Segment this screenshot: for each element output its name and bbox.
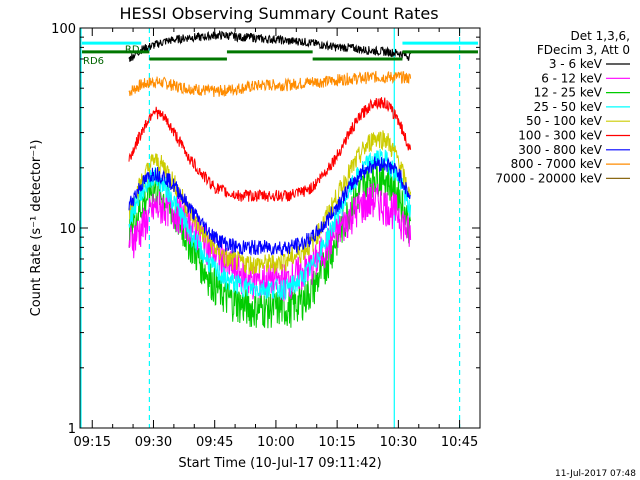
x-tick-label: 09:15 [74, 435, 111, 450]
x-tick-label: 10:45 [441, 435, 478, 450]
x-axis: 09:15 09:30 09:45 10:00 10:15 10:30 10:45 [74, 28, 481, 450]
legend-entry: 100 - 300 keV [518, 129, 602, 143]
series-line [128, 70, 412, 98]
x-axis-label: Start Time (10-Jul-17 09:11:42) [178, 456, 381, 471]
legend-entry: 3 - 6 keV [549, 57, 603, 71]
y-tick-label: 100 [51, 22, 76, 37]
legend-header: Det 1,3,6, [571, 29, 631, 43]
y-axis: 1 10 100 [51, 22, 480, 437]
legend-entry: 12 - 25 keV [534, 86, 603, 100]
series-layer [128, 30, 412, 329]
series-line [128, 156, 411, 256]
series-line [128, 148, 412, 301]
x-tick-label: 10:15 [318, 435, 355, 450]
series-line [128, 159, 412, 329]
x-tick-label: 10:30 [380, 435, 417, 450]
x-tick-label: 09:45 [196, 435, 233, 450]
legend-entry: 6 - 12 keV [541, 71, 603, 85]
legend-entry: 50 - 100 keV [526, 114, 603, 128]
x-tick-label: 10:00 [257, 435, 294, 450]
series-line [128, 130, 412, 275]
legend-entry: 25 - 50 keV [534, 100, 603, 114]
legend-header: FDecim 3, Att 0 [537, 43, 630, 57]
rd-label: RD [125, 45, 140, 56]
series-line [128, 30, 411, 62]
timestamp: 11-Jul-2017 07:48 [555, 469, 636, 479]
y-axis-label: Count Rate (s⁻¹ detector⁻¹) [29, 140, 44, 317]
rd-label: RD6 [83, 56, 104, 67]
series-line [128, 97, 412, 202]
rd-annotations: RD RD6 [82, 41, 478, 67]
x-tick-label: 09:30 [135, 435, 172, 450]
y-tick-label: 10 [59, 222, 76, 237]
legend-entry: 7000 - 20000 keV [495, 171, 602, 185]
chart-title: HESSI Observing Summary Count Rates [119, 4, 438, 23]
y-tick-label: 1 [68, 422, 76, 437]
legend-entry: 300 - 800 keV [518, 143, 602, 157]
legend-entry: 800 - 7000 keV [511, 157, 603, 171]
